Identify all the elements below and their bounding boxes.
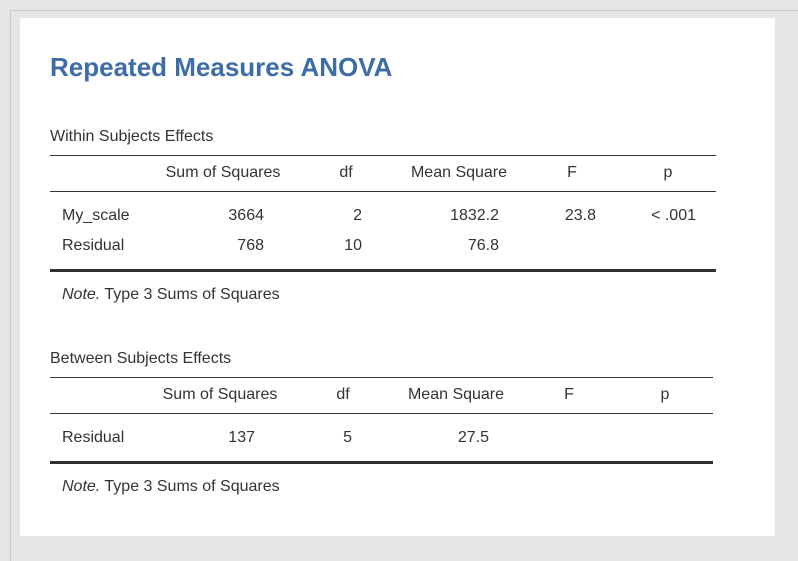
row-df: 2 bbox=[353, 207, 362, 224]
analysis-title: Repeated Measures ANOVA bbox=[50, 52, 393, 82]
between-table-bottom-rule bbox=[50, 461, 713, 464]
between-header-rule bbox=[50, 413, 713, 414]
row-ms: 27.5 bbox=[457, 429, 489, 446]
within-table-caption: Within Subjects Effects bbox=[50, 128, 214, 145]
within-table-bottom-rule bbox=[50, 269, 716, 272]
within-header-rule bbox=[50, 191, 716, 192]
row-label: My_scale bbox=[62, 207, 130, 224]
within-header-ss: Sum of Squares bbox=[165, 164, 281, 181]
between-header-f: F bbox=[564, 386, 574, 403]
within-header-p: p bbox=[663, 164, 673, 181]
between-header-p: p bbox=[660, 386, 670, 403]
between-header-ss: Sum of Squares bbox=[162, 386, 278, 403]
within-header-ms: Mean Square bbox=[410, 164, 508, 181]
row-df: 10 bbox=[344, 237, 362, 254]
within-header-f: F bbox=[567, 164, 577, 181]
between-header-df: df bbox=[336, 386, 350, 403]
row-ss: 768 bbox=[237, 237, 264, 254]
between-table-top-rule bbox=[50, 377, 713, 378]
row-df: 5 bbox=[343, 429, 352, 446]
between-table-caption: Between Subjects Effects bbox=[50, 350, 232, 367]
within-table-top-rule bbox=[50, 155, 716, 156]
row-ss: 137 bbox=[228, 429, 255, 446]
note-text: Type 3 Sums of Squares bbox=[104, 286, 280, 303]
results-panel bbox=[20, 18, 775, 536]
note-label: Note. bbox=[62, 286, 101, 303]
row-ms: 76.8 bbox=[467, 237, 499, 254]
row-label: Residual bbox=[62, 237, 125, 254]
row-label: Residual bbox=[62, 429, 125, 446]
row-ms: 1832.2 bbox=[450, 207, 499, 224]
within-table-note: Note. Type 3 Sums of Squares bbox=[62, 286, 280, 304]
between-header-ms: Mean Square bbox=[407, 386, 505, 403]
row-f: 23.8 bbox=[564, 207, 596, 224]
between-table-note: Note. Type 3 Sums of Squares bbox=[62, 478, 280, 496]
note-text: Type 3 Sums of Squares bbox=[104, 478, 280, 495]
row-p: < .001 bbox=[651, 207, 696, 224]
within-header-df: df bbox=[339, 164, 353, 181]
row-ss: 3664 bbox=[228, 207, 264, 224]
note-label: Note. bbox=[62, 478, 101, 495]
